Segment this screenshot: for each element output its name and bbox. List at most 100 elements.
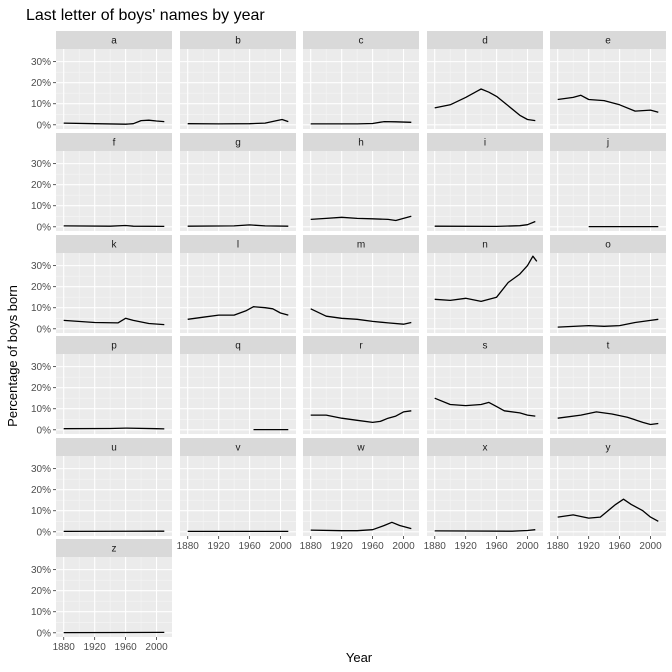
facet-label: u (111, 443, 117, 454)
facet-strip (56, 336, 172, 354)
facet-strip (427, 336, 543, 354)
facet-label: p (111, 341, 117, 352)
chart-title: Last letter of boys' names by year (26, 7, 265, 24)
facet-strip (427, 235, 543, 253)
facet-label: o (605, 240, 611, 251)
y-tick-label: 20% (31, 282, 51, 293)
facet-panel-z: z 0% 10% 20% 30% 1880 1920 1960 2000 (31, 539, 172, 653)
x-tick-label: 2000 (392, 541, 415, 552)
facet-strip (56, 235, 172, 253)
plot-background (56, 557, 172, 637)
x-axis-title: Year (346, 650, 373, 665)
facet-strip (303, 336, 419, 354)
y-tick-label: 0% (37, 324, 52, 335)
plot-background (427, 456, 543, 536)
x-tick-label: 1920 (331, 541, 354, 552)
facet-panel-k: k 0% 10% 20% 30% (31, 235, 172, 335)
facet-panel-d: d (427, 31, 543, 129)
plot-background (550, 253, 666, 333)
y-tick-label: 0% (37, 222, 52, 233)
facet-label: a (111, 36, 117, 47)
facet-label: t (607, 341, 610, 352)
y-tick-label: 20% (31, 586, 51, 597)
facet-strip (427, 31, 543, 49)
x-tick-label: 1960 (361, 541, 384, 552)
facet-panel-p: p 0% 10% 20% 30% (31, 336, 172, 436)
plot-background (180, 49, 296, 129)
facet-label: g (235, 138, 241, 149)
facet-label: w (356, 443, 365, 454)
facet-panel-j: j (550, 133, 666, 231)
series-line-n (434, 255, 538, 303)
facet-label: y (606, 443, 611, 454)
facet-panel-w: w 1880 1920 1960 2000 (300, 438, 419, 552)
series-line-i (434, 220, 536, 228)
facet-strip (303, 438, 419, 456)
series-line-d (434, 88, 536, 122)
series-line-f (63, 224, 165, 228)
facet-panel-h: h (303, 133, 419, 231)
y-tick-label: 0% (37, 425, 52, 436)
facet-label: m (357, 240, 365, 251)
y-tick-label: 20% (31, 180, 51, 191)
x-tick-label: 1920 (84, 642, 107, 653)
x-tick-label: 1960 (608, 541, 631, 552)
y-tick-label: 10% (31, 99, 51, 110)
facet-panel-b: b (180, 31, 296, 129)
x-tick-label: 1920 (578, 541, 601, 552)
facet-strip (303, 133, 419, 151)
series-line-c (310, 120, 412, 125)
plot-background (180, 151, 296, 231)
facet-strip (56, 31, 172, 49)
y-tick-label: 10% (31, 303, 51, 314)
series-line-e (557, 94, 659, 113)
facet-strip (56, 539, 172, 557)
facet-label: e (605, 36, 611, 47)
y-tick-label: 10% (31, 607, 51, 618)
y-tick-label: 20% (31, 78, 51, 89)
facet-strip (427, 438, 543, 456)
plot-background (56, 253, 172, 333)
series-line-o (557, 318, 659, 328)
plot-background (56, 456, 172, 536)
plot-background (56, 151, 172, 231)
series-line-r (310, 410, 412, 424)
facet-label: j (606, 138, 609, 149)
facet-panel-f: f 0% 10% 20% 30% (31, 133, 172, 233)
facet-panel-y: y 1880 1920 1960 2000 (547, 438, 666, 552)
y-tick-label: 0% (37, 527, 52, 538)
facet-label: s (483, 341, 488, 352)
y-tick-label: 20% (31, 485, 51, 496)
plot-background (180, 253, 296, 333)
series-line-l (187, 306, 289, 320)
facet-panel-r: r (303, 336, 419, 434)
plot-background (550, 456, 666, 536)
facet-panel-x: x 1880 1920 1960 2000 (424, 438, 543, 552)
facet-strip (180, 133, 296, 151)
y-tick-label: 30% (31, 261, 51, 272)
facet-label: l (237, 240, 239, 251)
plot-background (550, 49, 666, 129)
facet-panel-c: c (303, 31, 419, 129)
facet-strip (303, 31, 419, 49)
y-tick-label: 30% (31, 362, 51, 373)
facet-panel-n: n (427, 235, 543, 333)
series-line-x (434, 529, 536, 532)
plot-background (303, 354, 419, 434)
facet-label: v (236, 443, 241, 454)
facet-label: b (235, 36, 241, 47)
plot-background (303, 253, 419, 333)
facet-strip (56, 438, 172, 456)
facet-label: x (483, 443, 488, 454)
facet-label: q (235, 341, 241, 352)
x-tick-label: 1880 (177, 541, 200, 552)
plot-background (303, 151, 419, 231)
series-line-k (63, 317, 165, 326)
facet-strip (550, 336, 666, 354)
facet-panel-o: o (550, 235, 666, 333)
plot-background (303, 49, 419, 129)
facet-strip (550, 235, 666, 253)
facet-label: c (359, 36, 364, 47)
y-tick-label: 30% (31, 57, 51, 68)
